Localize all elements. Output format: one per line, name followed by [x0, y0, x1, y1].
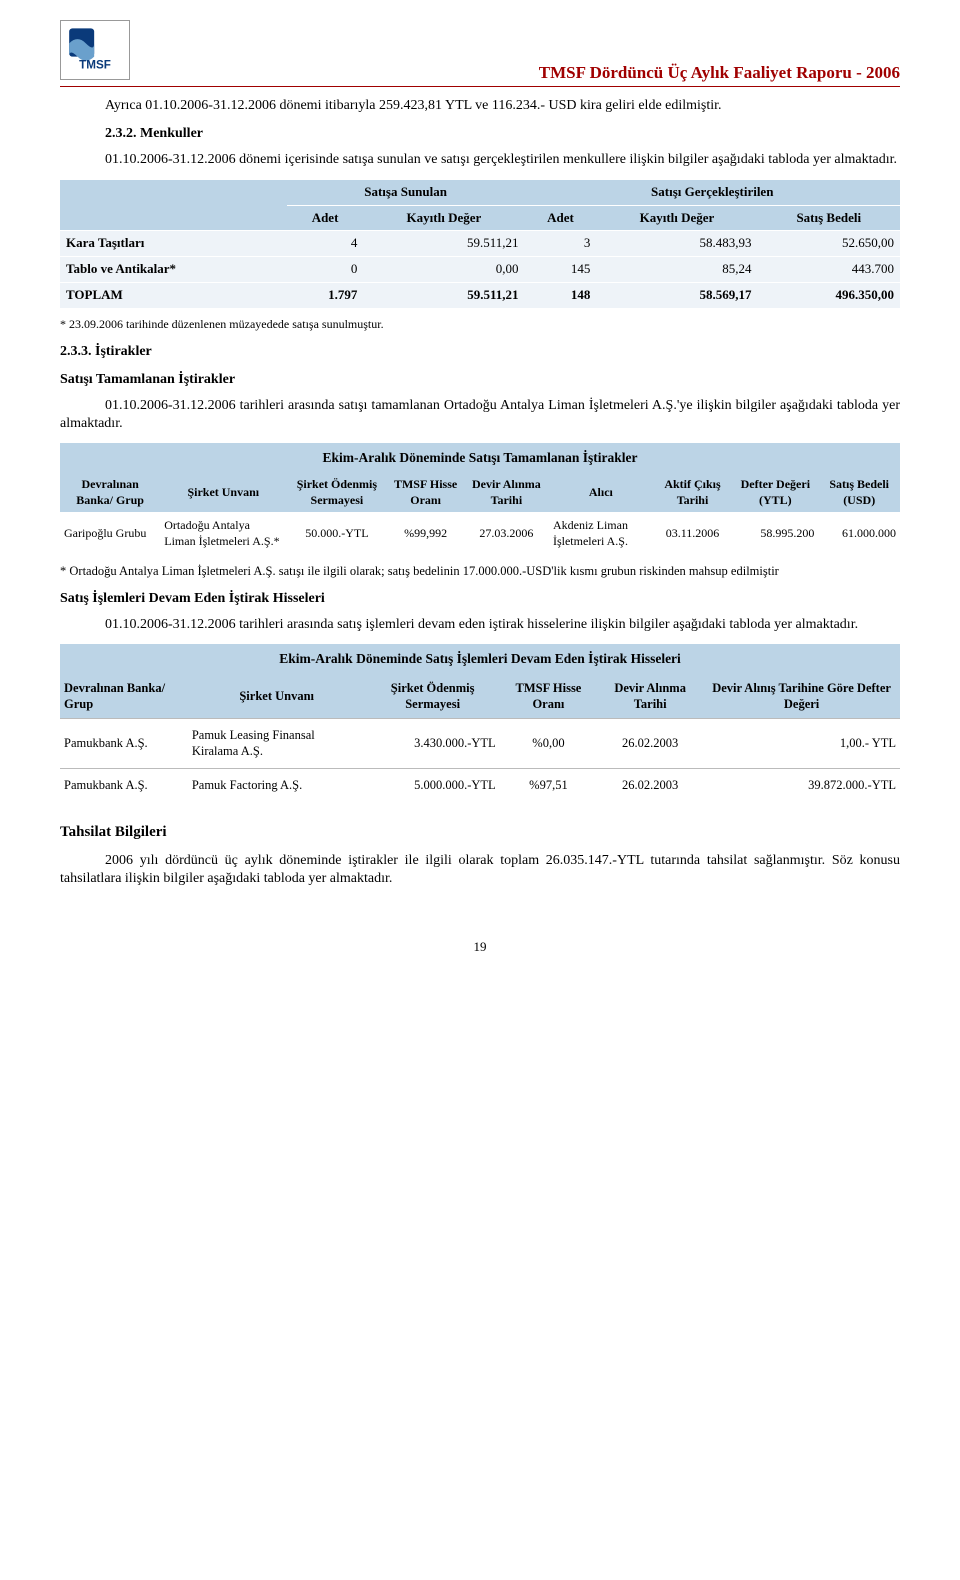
- cell: 1,00.- YTL: [703, 719, 900, 769]
- col-header: Kayıtlı Değer: [363, 205, 524, 231]
- col-header: Devir Alınma Tarihi: [464, 473, 549, 512]
- cell: 58.483,93: [596, 231, 757, 257]
- col-header: Devralınan Banka/ Grup: [60, 473, 160, 512]
- cell: 59.511,21: [363, 283, 524, 309]
- cell: 3: [524, 231, 596, 257]
- col-header: Devralınan Banka/ Grup: [60, 674, 188, 719]
- row-label: Tablo ve Antikalar*: [60, 257, 287, 283]
- col-header: Satış Bedeli (USD): [818, 473, 900, 512]
- istirakler-intro: 01.10.2006-31.12.2006 tarihleri arasında…: [60, 397, 900, 433]
- col-header: Şirket Ödenmiş Sermayesi: [286, 473, 387, 512]
- table-row: Garipoğlu Grubu Ortadoğu Antalya Liman İ…: [60, 512, 900, 555]
- col-header: Devir Alınış Tarihine Göre Defter Değeri: [703, 674, 900, 719]
- col-header: Alıcı: [549, 473, 653, 512]
- heading-satisi-tamamlanan: Satışı Tamamlanan İştirakler: [60, 371, 900, 389]
- col-header: Şirket Ödenmiş Sermayesi: [366, 674, 500, 719]
- cell: %0,00: [500, 719, 597, 769]
- tahsilat-paragraph: 2006 yılı dördüncü üç aylık döneminde iş…: [60, 852, 900, 888]
- col-group-2: Satışı Gerçekleştirilen: [524, 180, 900, 205]
- cell: Pamukbank A.Ş.: [60, 719, 188, 769]
- cell: 58.569,17: [596, 283, 757, 309]
- section-2-3-2: 2.3.2. Menkuller: [105, 125, 900, 143]
- cell: 3.430.000.-YTL: [366, 719, 500, 769]
- col-header: Adet: [524, 205, 596, 231]
- intro-paragraph: Ayrıca 01.10.2006-31.12.2006 dönemi itib…: [60, 97, 900, 115]
- col-header: TMSF Hisse Oranı: [500, 674, 597, 719]
- heading-satis-devam: Satış İşlemleri Devam Eden İştirak Hisse…: [60, 590, 900, 608]
- cell: 4: [287, 231, 364, 257]
- col-header: Kayıtlı Değer: [596, 205, 757, 231]
- cell: 58.995.200: [732, 512, 818, 555]
- cell: 148: [524, 283, 596, 309]
- table3-title: Ekim-Aralık Döneminde Satış İşlemleri De…: [60, 644, 900, 674]
- cell: 50.000.-YTL: [286, 512, 387, 555]
- cell: 26.02.2003: [597, 768, 703, 801]
- cell: 26.02.2003: [597, 719, 703, 769]
- cell: 5.000.000.-YTL: [366, 768, 500, 801]
- col-header: Adet: [287, 205, 364, 231]
- cell: 443.700: [758, 257, 900, 283]
- menkuller-table: Satışa Sunulan Satışı Gerçekleştirilen A…: [60, 180, 900, 309]
- table-row: Pamukbank A.Ş. Pamuk Factoring A.Ş. 5.00…: [60, 768, 900, 801]
- col-group-1: Satışa Sunulan: [287, 180, 525, 205]
- cell: Pamuk Leasing Finansal Kiralama A.Ş.: [188, 719, 366, 769]
- cell: Pamuk Factoring A.Ş.: [188, 768, 366, 801]
- col-header: Şirket Unvanı: [188, 674, 366, 719]
- devam-intro: 01.10.2006-31.12.2006 tarihleri arasında…: [60, 616, 900, 634]
- section-2-3-3: 2.3.3. İştirakler: [60, 343, 900, 361]
- col-header: Defter Değeri (YTL): [732, 473, 818, 512]
- cell: 0,00: [363, 257, 524, 283]
- table-row: Pamukbank A.Ş. Pamuk Leasing Finansal Ki…: [60, 719, 900, 769]
- row-label: Kara Taşıtları: [60, 231, 287, 257]
- cell: 39.872.000.-YTL: [703, 768, 900, 801]
- menkuller-intro: 01.10.2006-31.12.2006 dönemi içerisinde …: [60, 151, 900, 169]
- cell: %99,992: [387, 512, 463, 555]
- svg-text:TMSF: TMSF: [79, 58, 111, 71]
- heading-tahsilat: Tahsilat Bilgileri: [60, 823, 900, 843]
- cell: 03.11.2006: [653, 512, 733, 555]
- col-header: Satış Bedeli: [758, 205, 900, 231]
- cell: Ortadoğu Antalya Liman İşletmeleri A.Ş.*: [160, 512, 286, 555]
- table2-title: Ekim-Aralık Döneminde Satışı Tamamlanan …: [60, 443, 900, 473]
- istirakler-table: Ekim-Aralık Döneminde Satışı Tamamlanan …: [60, 443, 900, 555]
- col-header: Aktif Çıkış Tarihi: [653, 473, 733, 512]
- cell: 61.000.000: [818, 512, 900, 555]
- cell: Garipoğlu Grubu: [60, 512, 160, 555]
- cell: 52.650,00: [758, 231, 900, 257]
- logo: TMSF: [60, 20, 130, 80]
- col-header: Devir Alınma Tarihi: [597, 674, 703, 719]
- cell: 496.350,00: [758, 283, 900, 309]
- col-header: TMSF Hisse Oranı: [387, 473, 463, 512]
- table-row-total: TOPLAM 1.797 59.511,21 148 58.569,17 496…: [60, 283, 900, 309]
- cell: 1.797: [287, 283, 364, 309]
- row-label: TOPLAM: [60, 283, 287, 309]
- col-header: Şirket Unvanı: [160, 473, 286, 512]
- cell: 27.03.2006: [464, 512, 549, 555]
- cell: Pamukbank A.Ş.: [60, 768, 188, 801]
- page-number: 19: [60, 939, 900, 956]
- cell: 145: [524, 257, 596, 283]
- devam-table: Ekim-Aralık Döneminde Satış İşlemleri De…: [60, 644, 900, 801]
- cell: 0: [287, 257, 364, 283]
- table-row: Kara Taşıtları 4 59.511,21 3 58.483,93 5…: [60, 231, 900, 257]
- cell: Akdeniz Liman İşletmeleri A.Ş.: [549, 512, 653, 555]
- cell: 85,24: [596, 257, 757, 283]
- cell: %97,51: [500, 768, 597, 801]
- table2-note: * Ortadoğu Antalya Liman İşletmeleri A.Ş…: [72, 563, 900, 579]
- cell: 59.511,21: [363, 231, 524, 257]
- table-row: Tablo ve Antikalar* 0 0,00 145 85,24 443…: [60, 257, 900, 283]
- table1-footnote: * 23.09.2006 tarihinde düzenlenen müzaye…: [60, 317, 900, 333]
- report-title: TMSF Dördüncü Üç Aylık Faaliyet Raporu -…: [60, 62, 900, 87]
- tmsf-logo-icon: TMSF: [65, 25, 125, 75]
